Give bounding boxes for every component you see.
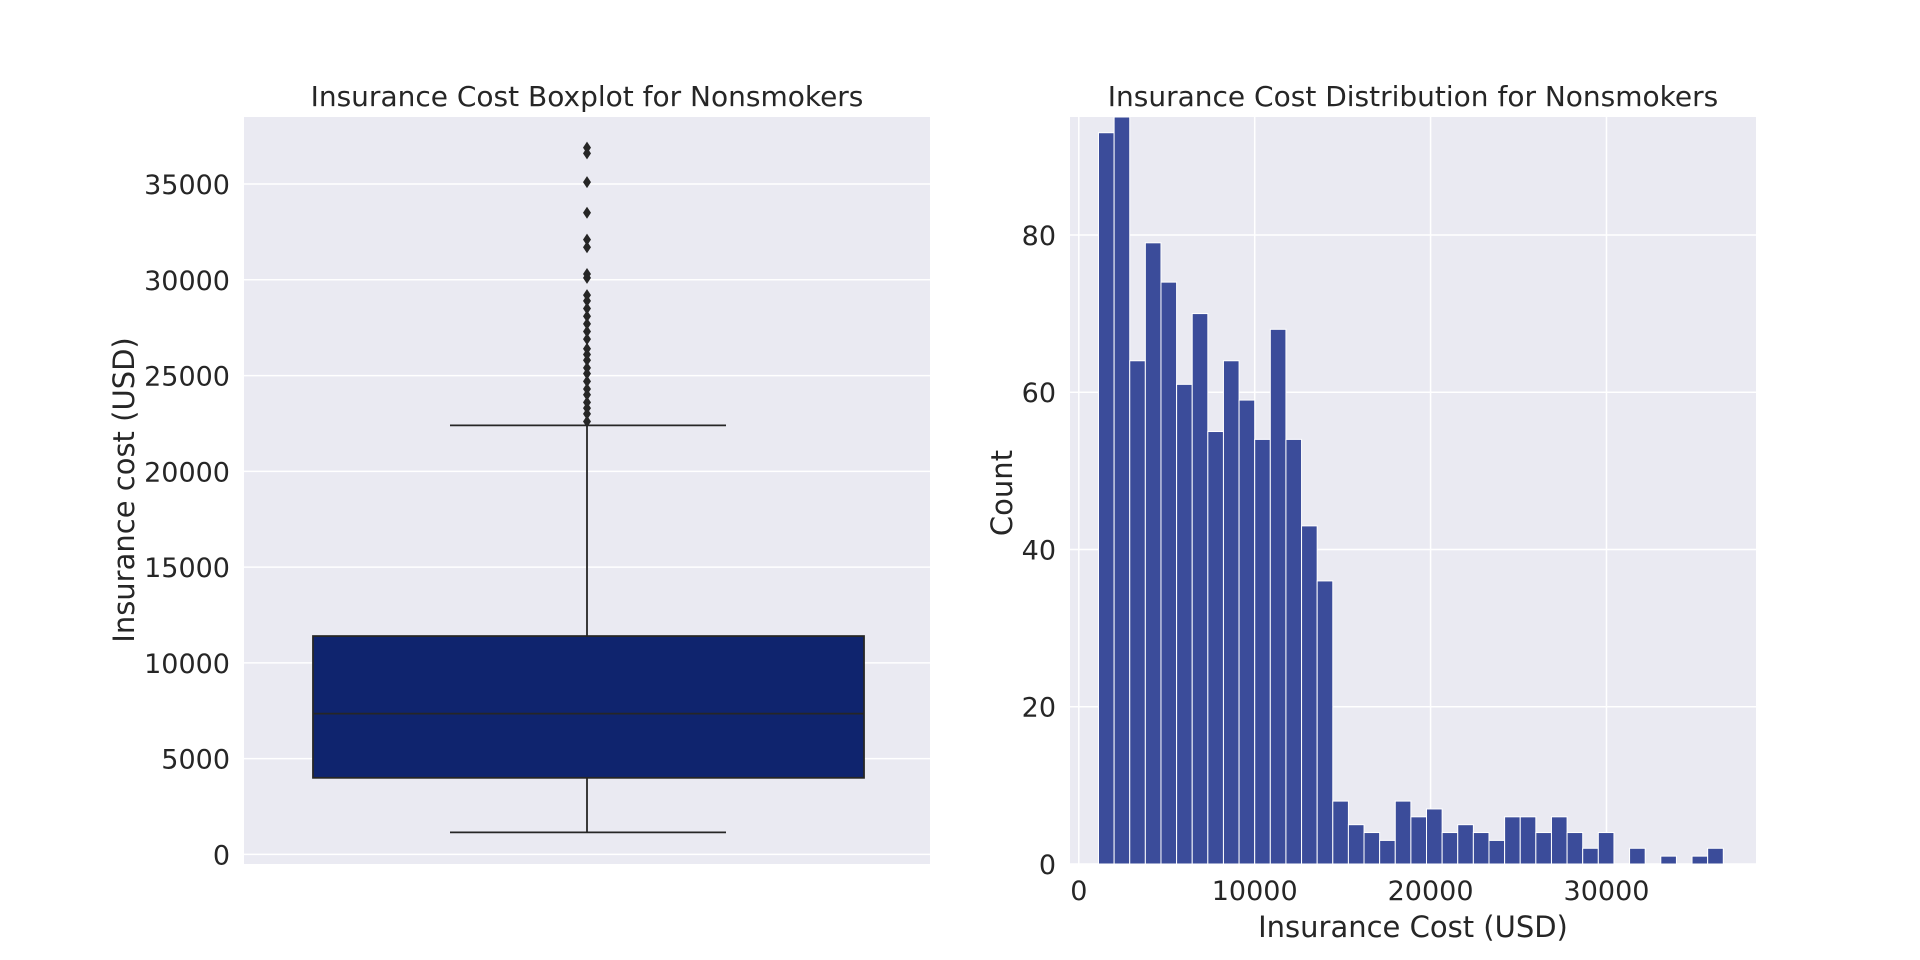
boxplot-outlier-point [583,333,591,346]
histogram-bar [1191,313,1209,865]
histogram-bar [1504,816,1521,865]
histogram-bar [1379,839,1396,865]
boxplot-outlier-point [583,325,591,338]
boxplot-outlier-point [583,141,591,154]
histogram-bar [1707,847,1724,865]
histogram-y-tick-label: 80 [1022,221,1056,252]
histogram-x-tick-label: 20000 [1388,876,1474,907]
histogram-title: Insurance Cost Distribution for Nonsmoke… [1108,80,1718,113]
histogram-bar [1519,816,1537,865]
histogram-bar [1097,132,1115,865]
boxplot-outlier-point [583,241,591,254]
histogram-bar [1629,847,1646,865]
histogram-bar [1316,580,1334,865]
boxplot-y-tick-label: 0 [213,840,230,871]
histogram-y-tick-label: 40 [1022,535,1056,566]
histogram-bar [1426,808,1443,865]
histogram-bar [1129,360,1146,865]
histogram-x-tick-label: 30000 [1564,876,1650,907]
boxplot-outlier-point [583,310,591,323]
boxplot-y-tick-label: 10000 [144,649,230,680]
boxplot-outlier-point [583,361,591,374]
boxplot-y-tick-label: 30000 [144,266,230,297]
histogram-bar [1222,360,1240,865]
histogram-bar [1160,281,1178,865]
histogram-y-axis-label: Count [985,450,1019,536]
boxplot-y-ticks: 0 5000 10000 15000 20000 25000 30000 35000 [144,170,230,871]
histogram-bar [1441,832,1459,865]
boxplot-outlier-point [583,206,591,219]
histogram-bar [1394,800,1412,865]
boxplot-y-tick-label: 15000 [144,553,230,584]
boxplot-outlier-point [583,233,591,246]
boxplot-outlier-point [583,375,591,388]
histogram-x-ticks: 0 10000 20000 30000 [1070,876,1649,907]
histogram-x-tick-label: 0 [1070,876,1087,907]
boxplot-y-tick-label: 5000 [161,745,230,776]
boxplot-title: Insurance Cost Boxplot for Nonsmokers [311,80,864,113]
histogram-y-tick-label: 20 [1022,693,1056,724]
histogram-bar [1207,431,1224,865]
histogram-bar [1176,383,1193,865]
histogram-y-tick-label: 0 [1039,850,1056,881]
histogram-bar [1472,832,1490,865]
histogram-bar [1550,816,1568,865]
boxplot-y-axis-label: Insurance cost (USD) [107,337,141,642]
histogram-bar [1332,800,1349,865]
histogram-y-ticks: 0 20 40 60 80 [1022,221,1056,881]
histogram-bar [1457,824,1474,865]
boxplot-outlier-point [583,396,591,409]
histogram-bar [1535,832,1552,865]
histogram-bar [1410,816,1428,865]
histogram-bar [1144,242,1162,865]
histogram-bar [1488,839,1506,865]
histogram-panel: 0 20 40 60 80 0 10000 20000 30000 Insurance Cos… [985,80,1756,944]
boxplot-y-tick-label: 25000 [144,362,230,393]
histogram-bar [1597,832,1615,865]
histogram-bar [1582,847,1599,865]
histogram-y-tick-label: 60 [1022,378,1056,409]
boxplot-outlier-point [583,342,591,355]
histogram-bar [1301,525,1318,865]
histogram-x-axis-label: Insurance Cost (USD) [1258,910,1568,944]
histogram-bar [1285,438,1303,865]
boxplot-outlier-point [583,176,591,189]
histogram-bar [1566,832,1584,865]
boxplot-marks [312,141,865,834]
histogram-bar [1347,824,1365,865]
boxplot-outlier-point [583,382,591,395]
boxplot-outlier-point [583,415,591,428]
histogram-bar [1269,328,1287,865]
boxplot-y-tick-label: 20000 [144,457,230,488]
histogram-x-tick-label: 10000 [1212,876,1298,907]
boxplot-outlier-point [583,268,591,281]
boxplot-box [312,635,865,779]
histogram-bar [1691,855,1709,865]
boxplot-y-tick-label: 35000 [144,170,230,201]
boxplot-panel: 0 5000 10000 15000 20000 25000 30000 35000 Insu… [107,80,930,871]
boxplot-outlier-point [583,317,591,330]
histogram-bar [1238,399,1256,865]
histogram-bars [1097,116,1724,865]
histogram-bar [1254,438,1271,865]
histogram-bar [1363,832,1381,865]
histogram-bar [1660,855,1677,865]
boxplot-outlier-point [583,289,591,302]
histogram-bar [1113,116,1131,865]
boxplot-outlier-point [583,302,591,315]
